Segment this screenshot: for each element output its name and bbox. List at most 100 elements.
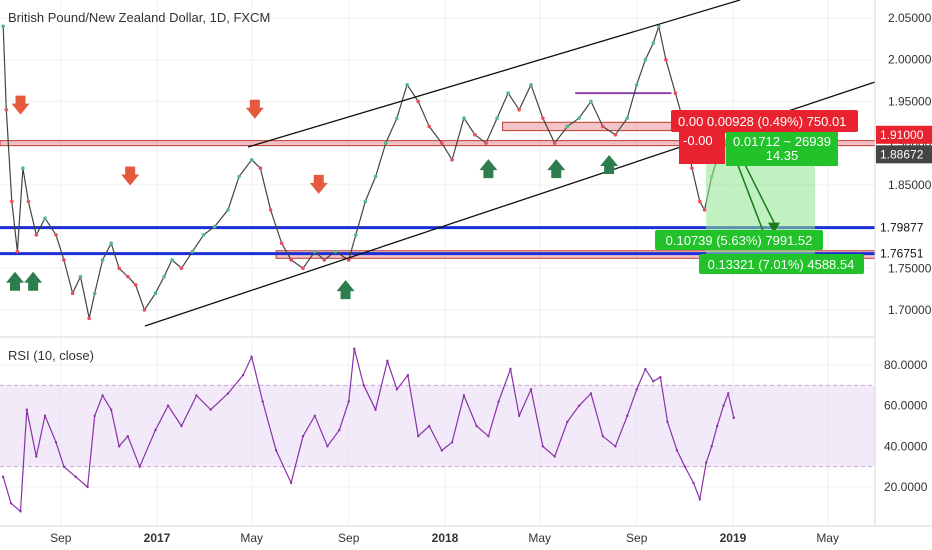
price-point [34, 233, 39, 237]
up-arrow-icon [547, 159, 566, 179]
rsi-point [732, 416, 735, 420]
rsi-point [86, 485, 89, 489]
price-point [354, 233, 358, 237]
rsi-point [326, 445, 329, 448]
rsi-band [0, 385, 875, 467]
price-point [577, 116, 581, 120]
rsi-point [541, 445, 545, 448]
price-point [70, 291, 75, 296]
projection-line [733, 154, 766, 236]
time-tick-label: Sep [50, 531, 72, 545]
rsi-point [338, 428, 341, 432]
price-point [190, 249, 195, 254]
price-series [1, 24, 736, 321]
price-tick-label: 1.95000 [888, 94, 932, 108]
price-point [333, 249, 338, 254]
rsi-point [353, 347, 356, 350]
rsi-point [195, 394, 198, 397]
rsi-point [43, 414, 47, 418]
price-point [473, 133, 477, 137]
price-point [133, 283, 138, 287]
support1-badge [876, 218, 932, 237]
price-point [384, 141, 388, 145]
rsi-point [241, 373, 245, 377]
rsi-tick-label: 80.0000 [884, 358, 928, 372]
rsi-point [683, 465, 687, 468]
up-arrow-icon [479, 159, 498, 179]
price-point [529, 82, 533, 87]
rsi-point [553, 455, 556, 458]
price-point [4, 107, 9, 112]
price-point [373, 174, 378, 179]
price-point [346, 258, 351, 262]
rsi-point [727, 392, 730, 395]
support2-badge-text: 1.76751 [880, 247, 924, 261]
price-point [462, 116, 466, 120]
price-badges: 1.91000 1.88672 1.79877 1.76751 [876, 125, 932, 263]
rsi-point [9, 502, 13, 505]
price-point [634, 82, 639, 87]
tp-mid-text: 0.10739 (5.63%) 7991.52 [666, 233, 813, 248]
up-arrow-icon [600, 155, 619, 174]
rsi-axis-ticks: 20.0000 40.0000 60.0000 80.0000 [884, 358, 928, 494]
time-axis-ticks: Sep 2017 May Sep 2018 May Sep 2019 May [50, 531, 839, 545]
price-point [484, 141, 488, 145]
rsi-point [517, 414, 521, 418]
price-point [552, 141, 557, 145]
price-point [301, 266, 305, 271]
rsi-point [722, 404, 725, 407]
price-point [126, 274, 130, 279]
price-point [395, 116, 399, 120]
sl-left-label: -0.00 [679, 130, 725, 164]
rsi-point [626, 414, 629, 418]
tp-center-text-1: 0.01712 ~ 26939 [733, 134, 831, 149]
rsi-point [110, 408, 113, 411]
price-point [657, 24, 661, 29]
rsi-tick-label: 20.0000 [884, 480, 928, 494]
rsi-series [1, 347, 735, 513]
price-point [258, 166, 263, 170]
price-point [268, 208, 273, 212]
chart-title: British Pound/New Zealand Dollar, 1D, FX… [8, 10, 270, 25]
rsi-point [440, 449, 444, 452]
price-point [625, 116, 630, 120]
price-point [690, 166, 694, 170]
price-point [643, 57, 648, 62]
price-point [162, 274, 166, 279]
price-point [673, 91, 678, 95]
sl-label: 0.00 0.00928 (0.49%) 750.01 [671, 110, 858, 132]
rsi-point [154, 428, 157, 432]
price-tick-label: 2.00000 [888, 53, 932, 67]
time-tick-label: May [240, 531, 263, 545]
mid-zone [502, 121, 672, 132]
rsi-point [35, 455, 38, 458]
rsi-point [138, 465, 141, 468]
rsi-point [19, 510, 22, 513]
rsi-point [601, 434, 604, 438]
price-point [416, 99, 420, 104]
price-point [427, 124, 432, 129]
rsi-point [577, 404, 581, 407]
time-tick-label: May [816, 531, 839, 545]
price-point [495, 116, 499, 120]
current-price-badge-text: 1.88672 [880, 147, 924, 161]
rsi-point [698, 498, 702, 501]
rsi-line [2, 348, 735, 513]
price-point [212, 224, 217, 229]
price-point [651, 41, 656, 45]
price-point [92, 291, 97, 296]
rsi-point [475, 424, 478, 428]
rsi-point [644, 367, 647, 371]
rsi-point [652, 380, 655, 383]
tp-bottom-label: 0.13321 (7.01%) 4588.54 [699, 254, 864, 274]
price-point [506, 91, 510, 95]
price-point [702, 208, 707, 212]
price-point [664, 57, 668, 62]
price-point [1, 24, 5, 29]
tp-mid-label: 0.10739 (5.63%) 7991.52 [655, 230, 823, 250]
price-point [600, 124, 605, 129]
rsi-point [462, 394, 466, 397]
price-point [179, 266, 184, 271]
price-point [363, 199, 368, 204]
